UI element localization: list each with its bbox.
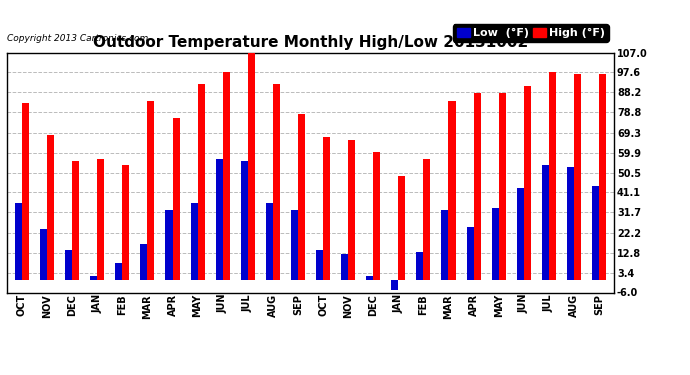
Bar xyxy=(291,210,298,280)
Bar xyxy=(448,101,455,280)
Bar xyxy=(216,159,223,280)
Bar xyxy=(442,210,448,280)
Bar xyxy=(72,161,79,280)
Bar xyxy=(524,87,531,280)
Bar xyxy=(273,84,280,280)
Bar xyxy=(348,140,355,280)
Bar xyxy=(466,226,473,280)
Bar xyxy=(592,186,599,280)
Bar xyxy=(22,104,29,280)
Bar xyxy=(398,176,405,280)
Bar xyxy=(190,203,197,280)
Bar xyxy=(248,53,255,280)
Bar xyxy=(416,252,424,280)
Bar xyxy=(366,276,373,280)
Bar xyxy=(492,207,499,280)
Bar xyxy=(197,84,205,280)
Bar xyxy=(473,93,481,280)
Bar xyxy=(241,161,248,280)
Bar xyxy=(172,118,179,280)
Bar xyxy=(223,72,230,280)
Bar xyxy=(122,165,129,280)
Bar xyxy=(15,203,22,280)
Bar xyxy=(97,159,104,280)
Bar xyxy=(542,165,549,280)
Bar xyxy=(266,203,273,280)
Bar xyxy=(549,72,556,280)
Bar xyxy=(65,250,72,280)
Bar xyxy=(316,250,323,280)
Bar xyxy=(47,135,54,280)
Bar xyxy=(499,93,506,280)
Bar xyxy=(166,210,172,280)
Bar xyxy=(341,254,348,280)
Title: Outdoor Temperature Monthly High/Low 20131002: Outdoor Temperature Monthly High/Low 201… xyxy=(93,35,528,50)
Bar xyxy=(298,114,305,280)
Bar xyxy=(391,280,398,290)
Bar xyxy=(148,101,155,280)
Bar xyxy=(567,167,574,280)
Legend: Low  (°F), High (°F): Low (°F), High (°F) xyxy=(453,24,609,42)
Bar xyxy=(140,244,148,280)
Bar xyxy=(517,188,524,280)
Bar xyxy=(40,229,47,280)
Bar xyxy=(424,159,431,280)
Bar xyxy=(599,74,606,280)
Bar xyxy=(90,276,97,280)
Bar xyxy=(574,74,581,280)
Bar xyxy=(323,138,330,280)
Bar xyxy=(115,263,122,280)
Bar xyxy=(373,152,380,280)
Text: Copyright 2013 Cartronics.com: Copyright 2013 Cartronics.com xyxy=(7,34,148,43)
